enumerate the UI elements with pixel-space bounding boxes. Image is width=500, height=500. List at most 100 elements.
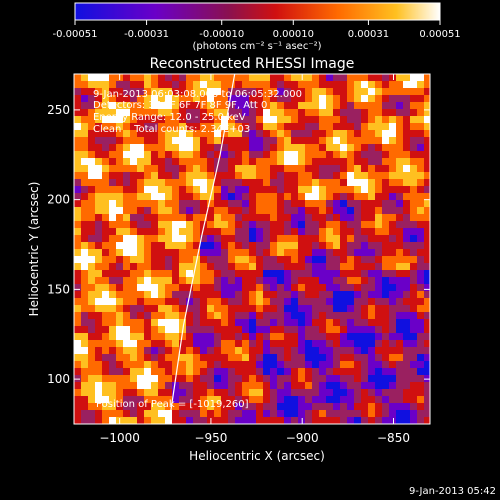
- heatmap-cell: [375, 382, 383, 390]
- heatmap-cell: [284, 102, 292, 110]
- heatmap-cell: [88, 403, 96, 411]
- heatmap-cell: [144, 116, 152, 124]
- heatmap-cell: [305, 361, 313, 369]
- heatmap-cell: [81, 88, 89, 96]
- heatmap-cell: [200, 305, 208, 313]
- heatmap-cell: [424, 102, 430, 110]
- heatmap-cell: [333, 277, 341, 285]
- heatmap-cell: [256, 284, 264, 292]
- heatmap-cell: [333, 151, 341, 159]
- heatmap-cell: [410, 123, 418, 131]
- heatmap-cell: [270, 235, 278, 243]
- heatmap-cell: [109, 109, 117, 117]
- heatmap-cell: [242, 312, 250, 320]
- heatmap-cell: [130, 81, 138, 89]
- heatmap-cell: [102, 235, 110, 243]
- heatmap-cell: [116, 284, 124, 292]
- heatmap-cell: [256, 256, 264, 264]
- heatmap-cell: [284, 158, 292, 166]
- heatmap-cell: [172, 417, 180, 424]
- heatmap-cell: [186, 102, 194, 110]
- heatmap-cell: [144, 179, 152, 187]
- heatmap-cell: [172, 291, 180, 299]
- heatmap-cell: [116, 151, 124, 159]
- heatmap-cell: [326, 144, 334, 152]
- heatmap-cell: [298, 277, 306, 285]
- heatmap-cell: [249, 74, 257, 82]
- heatmap-cell: [270, 298, 278, 306]
- heatmap-cell: [172, 305, 180, 313]
- heatmap-cell: [417, 291, 425, 299]
- heatmap-cell: [417, 102, 425, 110]
- heatmap-cell: [151, 235, 159, 243]
- heatmap-cell: [221, 263, 229, 271]
- heatmap-cell: [417, 158, 425, 166]
- heatmap-cell: [123, 151, 131, 159]
- heatmap-cell: [305, 214, 313, 222]
- heatmap-cell: [347, 368, 355, 376]
- heatmap-cell: [74, 312, 82, 320]
- heatmap-cell: [389, 88, 397, 96]
- heatmap-cell: [123, 221, 131, 229]
- heatmap-cell: [214, 256, 222, 264]
- heatmap-cell: [123, 403, 131, 411]
- heatmap-cell: [74, 74, 82, 82]
- heatmap-cell: [179, 235, 187, 243]
- heatmap-cell: [256, 389, 264, 397]
- heatmap-cell: [249, 263, 257, 271]
- heatmap-cell: [95, 354, 103, 362]
- heatmap-cell: [200, 214, 208, 222]
- heatmap-cell: [151, 88, 159, 96]
- heatmap-cell: [109, 333, 117, 341]
- heatmap-cell: [207, 179, 215, 187]
- heatmap-cell: [375, 179, 383, 187]
- heatmap-cell: [172, 228, 180, 236]
- heatmap-cell: [291, 242, 299, 250]
- heatmap-cell: [326, 235, 334, 243]
- heatmap-cell: [403, 277, 411, 285]
- heatmap-cell: [340, 417, 348, 424]
- heatmap-cell: [214, 368, 222, 376]
- heatmap-cell: [242, 389, 250, 397]
- heatmap-cell: [347, 347, 355, 355]
- heatmap-cell: [326, 347, 334, 355]
- heatmap-cell: [347, 81, 355, 89]
- heatmap-cell: [417, 221, 425, 229]
- heatmap-cell: [270, 81, 278, 89]
- heatmap-cell: [284, 410, 292, 418]
- heatmap-cell: [305, 340, 313, 348]
- heatmap-cell: [179, 137, 187, 145]
- heatmap-cell: [165, 375, 173, 383]
- heatmap-cell: [186, 172, 194, 180]
- heatmap-cell: [221, 74, 229, 82]
- heatmap-cell: [368, 368, 376, 376]
- heatmap-cell: [375, 417, 383, 424]
- heatmap-cell: [424, 207, 430, 215]
- heatmap-cell: [158, 333, 166, 341]
- heatmap-cell: [319, 340, 327, 348]
- heatmap-cell: [403, 95, 411, 103]
- heatmap-cell: [81, 193, 89, 201]
- heatmap-cell: [368, 137, 376, 145]
- heatmap-cell: [389, 193, 397, 201]
- heatmap-cell: [298, 305, 306, 313]
- heatmap-cell: [81, 382, 89, 390]
- heatmap-cell: [361, 298, 369, 306]
- heatmap-cell: [256, 375, 264, 383]
- heatmap-cell: [74, 235, 82, 243]
- heatmap-cell: [277, 214, 285, 222]
- heatmap-cell: [263, 214, 271, 222]
- heatmap-cell: [382, 221, 390, 229]
- heatmap-cell: [375, 158, 383, 166]
- heatmap-cell: [137, 221, 145, 229]
- heatmap-cell: [214, 375, 222, 383]
- heatmap-cell: [116, 137, 124, 145]
- heatmap-cell: [396, 375, 404, 383]
- heatmap-cell: [340, 130, 348, 138]
- heatmap-cell: [179, 242, 187, 250]
- heatmap-cell: [284, 200, 292, 208]
- heatmap-cell: [151, 284, 159, 292]
- heatmap-cell: [403, 396, 411, 404]
- heatmap-cell: [375, 305, 383, 313]
- heatmap-cell: [347, 144, 355, 152]
